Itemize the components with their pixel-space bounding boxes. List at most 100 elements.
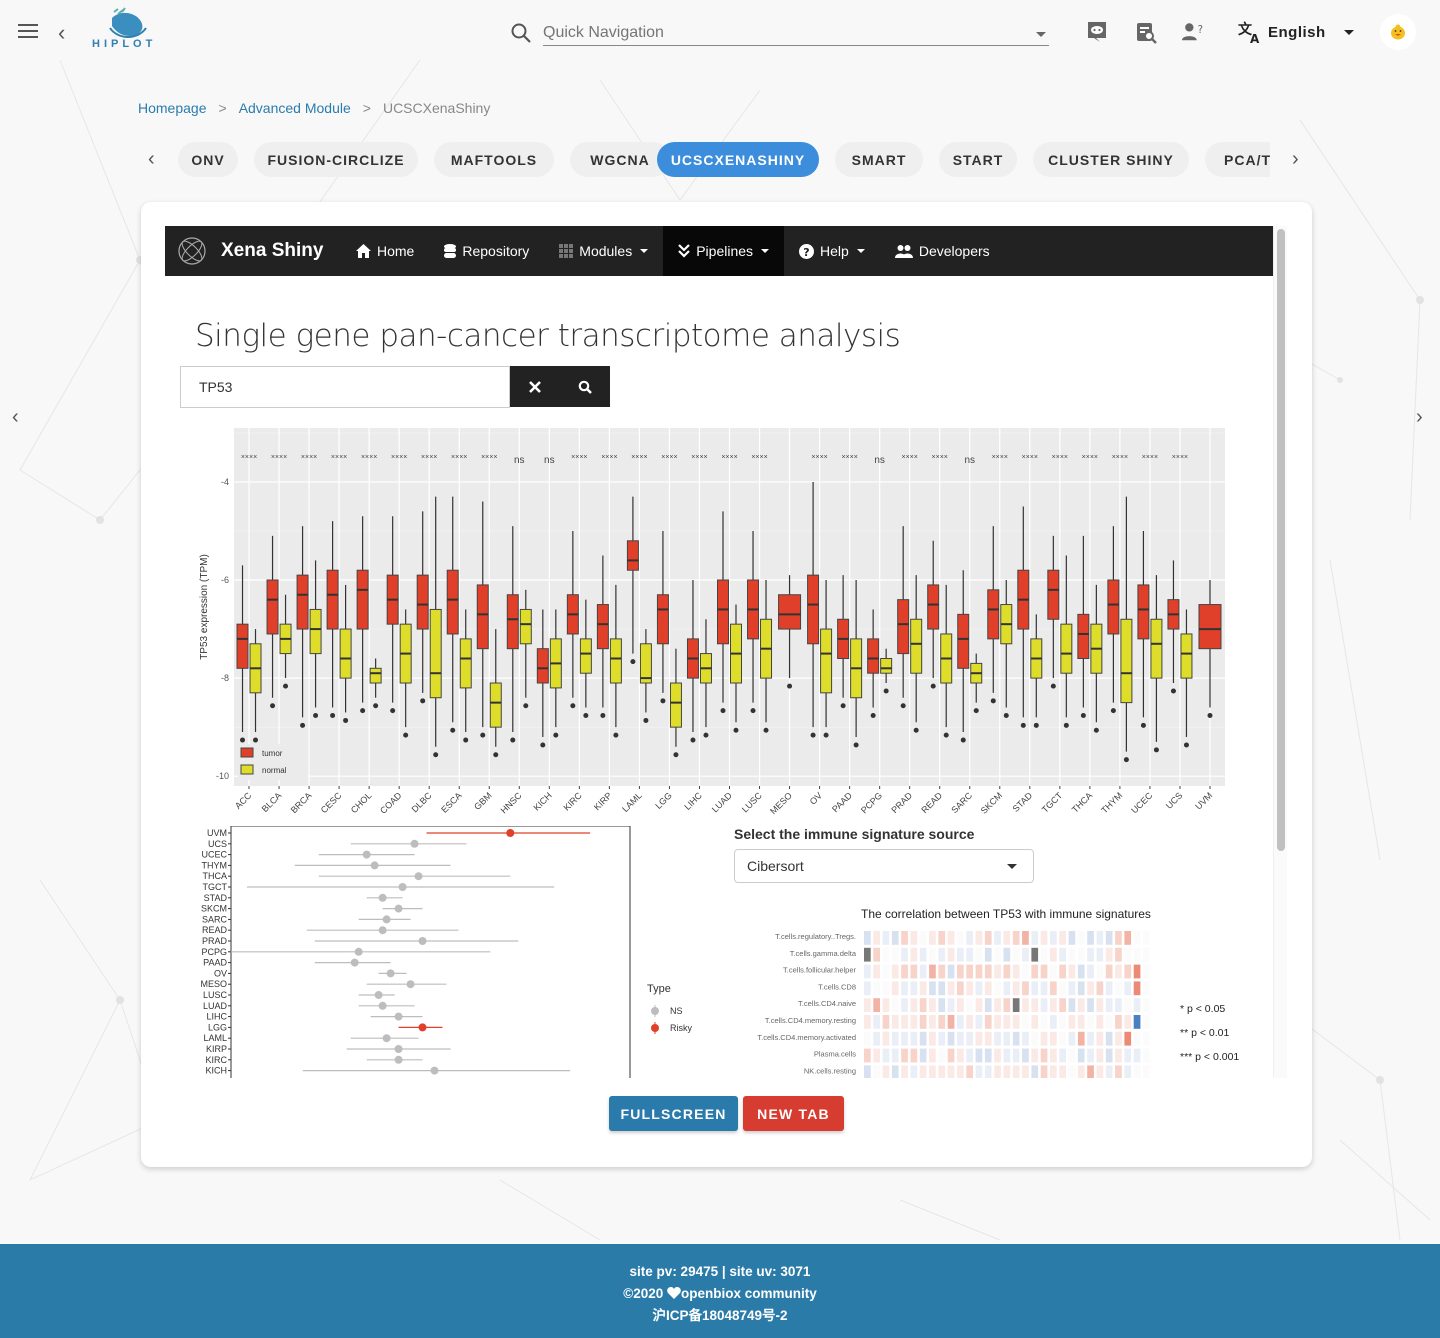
language-selector[interactable]: 文 A English bbox=[1238, 20, 1354, 44]
close-icon bbox=[529, 380, 541, 393]
svg-text:-6: -6 bbox=[221, 575, 229, 585]
svg-text:LIHC: LIHC bbox=[206, 1012, 227, 1022]
xena-navbar: Xena Shiny Home Repository Modules Pipel… bbox=[165, 226, 1273, 276]
carousel-prev-icon[interactable]: ‹ bbox=[12, 406, 19, 428]
svg-text:ACC: ACC bbox=[233, 790, 254, 811]
chip-wgcna[interactable]: WGCNA bbox=[570, 142, 670, 177]
avatar[interactable] bbox=[1380, 14, 1416, 50]
database-icon bbox=[444, 244, 457, 258]
svg-text:UVM: UVM bbox=[207, 828, 227, 838]
home-icon bbox=[356, 244, 371, 258]
breadcrumb-separator: > bbox=[218, 100, 227, 116]
chip-track: ONV FUSION-CIRCLIZE MAFTOOLS WGCNA UCSCXENAS… bbox=[178, 142, 1270, 178]
svg-text:××××: ×××× bbox=[841, 454, 857, 461]
immune-correlation-heatmap: The correlation between TP53 with immune… bbox=[757, 907, 1239, 1078]
svg-text:READ: READ bbox=[202, 925, 228, 935]
community-link[interactable]: openbiox community bbox=[680, 1286, 817, 1301]
breadcrumb-homepage[interactable]: Homepage bbox=[138, 100, 207, 116]
quick-navigation[interactable] bbox=[510, 20, 1050, 48]
chip-fusion-circlize[interactable]: FUSION-CIRCLIZE bbox=[254, 142, 418, 177]
caret-down-icon bbox=[1343, 29, 1354, 35]
scrollbar-thumb[interactable] bbox=[1277, 229, 1285, 851]
xena-logo-icon bbox=[178, 237, 206, 265]
nav-modules[interactable]: Modules bbox=[544, 226, 663, 276]
svg-text:KIRC: KIRC bbox=[561, 790, 584, 813]
icp-license[interactable]: 沪ICP备18048749号-2 bbox=[652, 1308, 788, 1323]
svg-text:LUAD: LUAD bbox=[710, 790, 734, 814]
svg-text:* p < 0.05: * p < 0.05 bbox=[1180, 1003, 1225, 1015]
nav-developers[interactable]: Developers bbox=[880, 226, 1005, 276]
svg-text:××××: ×××× bbox=[451, 454, 467, 461]
chip-smart[interactable]: SMART bbox=[835, 142, 923, 177]
copyright-year: ©2020 bbox=[623, 1286, 667, 1301]
svg-text:ESCA: ESCA bbox=[439, 790, 463, 814]
discord-icon[interactable] bbox=[1085, 20, 1109, 44]
breadcrumb-separator: > bbox=[362, 100, 371, 116]
svg-text:T.cells.CD8: T.cells.CD8 bbox=[818, 982, 856, 991]
chip-start[interactable]: START bbox=[939, 142, 1017, 177]
page-title: Single gene pan-cancer transcriptome ana… bbox=[195, 318, 901, 354]
caret-down-icon bbox=[1007, 864, 1017, 869]
dropdown-caret-icon[interactable] bbox=[1036, 32, 1046, 37]
svg-text:STAD: STAD bbox=[204, 893, 228, 903]
immune-source-select[interactable]: Cibersort bbox=[734, 849, 1034, 883]
chip-ucscxenashiny[interactable]: UCSCXENASHINY bbox=[657, 142, 819, 177]
svg-text:ns: ns bbox=[964, 455, 975, 466]
svg-text:MESO: MESO bbox=[200, 979, 227, 989]
svg-text:KICH: KICH bbox=[531, 790, 553, 812]
top-app-bar: ‹ HIPLOT ? 文 A English bbox=[0, 0, 1440, 64]
svg-text:The correlation between TP53 w: The correlation between TP53 with immune… bbox=[861, 907, 1151, 921]
svg-text:OV: OV bbox=[214, 968, 227, 978]
nav-repository[interactable]: Repository bbox=[429, 226, 544, 276]
gene-search-input[interactable] bbox=[180, 366, 510, 408]
expression-boxplot-chart: -4 -6 -8 -10 TP53 expression (TPM) ACC ×××× BLC… bbox=[199, 428, 1225, 816]
chips-next-icon[interactable]: › bbox=[1292, 148, 1299, 170]
clear-button[interactable] bbox=[510, 366, 560, 407]
svg-text:CESC: CESC bbox=[319, 790, 344, 815]
svg-text:DLBC: DLBC bbox=[410, 790, 434, 814]
search-icon bbox=[511, 23, 531, 43]
svg-text:LGG: LGG bbox=[208, 1022, 227, 1032]
svg-text:××××: ×××× bbox=[1172, 454, 1188, 461]
svg-text:××××: ×××× bbox=[751, 454, 767, 461]
chip-onv[interactable]: ONV bbox=[178, 142, 238, 177]
doc-search-icon[interactable] bbox=[1134, 20, 1158, 44]
svg-text:××××: ×××× bbox=[301, 454, 317, 461]
svg-text:ns: ns bbox=[514, 455, 525, 466]
svg-text:-8: -8 bbox=[221, 673, 229, 683]
svg-text:PRAD: PRAD bbox=[202, 936, 228, 946]
svg-text:MESO: MESO bbox=[768, 790, 794, 816]
nav-pipelines[interactable]: Pipelines bbox=[663, 226, 785, 276]
svg-text:LUSC: LUSC bbox=[203, 990, 228, 1000]
svg-text:READ: READ bbox=[919, 790, 944, 815]
svg-text:KIRP: KIRP bbox=[592, 790, 614, 812]
nav-repository-label: Repository bbox=[462, 243, 530, 259]
caret-down-icon bbox=[640, 249, 649, 253]
hiplot-logo-icon[interactable] bbox=[90, 6, 162, 54]
new-tab-button[interactable]: NEW TAB bbox=[743, 1096, 844, 1131]
xena-brand[interactable]: Xena Shiny bbox=[165, 226, 341, 276]
svg-text:××××: ×××× bbox=[1082, 454, 1098, 461]
fullscreen-button[interactable]: FULLSCREEN bbox=[609, 1096, 738, 1131]
svg-text:A: A bbox=[1250, 32, 1260, 44]
svg-text:××××: ×××× bbox=[1112, 454, 1128, 461]
nav-help[interactable]: ? Help bbox=[784, 226, 880, 276]
quick-navigation-input[interactable] bbox=[543, 20, 1049, 46]
chip-pca-t-[interactable]: PCA/T- bbox=[1205, 142, 1270, 177]
menu-icon[interactable] bbox=[18, 24, 38, 40]
svg-text:?: ? bbox=[1198, 25, 1203, 36]
frame-scrollbar[interactable] bbox=[1273, 226, 1287, 1078]
breadcrumb-advanced-module[interactable]: Advanced Module bbox=[238, 100, 351, 116]
chips-prev-icon[interactable]: ‹ bbox=[148, 148, 155, 170]
module-chip-group: ‹ ONV FUSION-CIRCLIZE MAFTOOLS WGCNA UCSCXEN… bbox=[140, 142, 1310, 178]
user-help-icon[interactable]: ? bbox=[1181, 20, 1205, 44]
svg-text:××××: ×××× bbox=[331, 454, 347, 461]
chip-maftools[interactable]: MAFTOOLS bbox=[434, 142, 554, 177]
nav-home[interactable]: Home bbox=[341, 226, 429, 276]
svg-text:××××: ×××× bbox=[661, 454, 677, 461]
search-button[interactable] bbox=[560, 366, 610, 407]
chip-cluster-shiny[interactable]: CLUSTER SHINY bbox=[1033, 142, 1189, 177]
search-icon bbox=[578, 380, 592, 394]
back-chevron-icon[interactable]: ‹ bbox=[58, 20, 66, 45]
carousel-next-icon[interactable]: › bbox=[1416, 406, 1423, 428]
